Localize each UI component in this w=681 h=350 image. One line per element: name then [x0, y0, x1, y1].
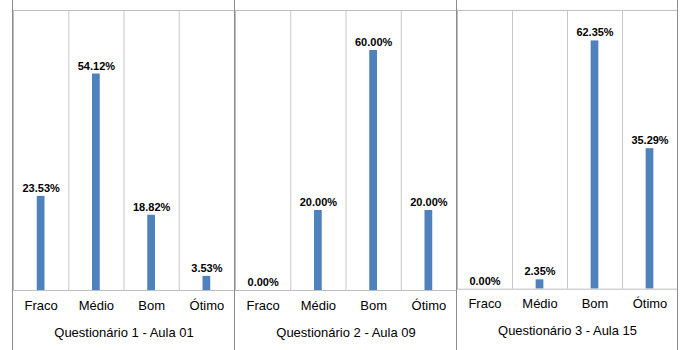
svg-text:Bom: Bom	[138, 298, 165, 313]
svg-text:Médio: Médio	[522, 296, 557, 311]
svg-text:0.00%: 0.00%	[469, 275, 500, 287]
svg-text:18.82%: 18.82%	[133, 201, 171, 213]
svg-text:2.35%: 2.35%	[524, 265, 555, 277]
svg-text:23.53%: 23.53%	[22, 182, 60, 194]
svg-text:Ótimo: Ótimo	[190, 298, 225, 313]
svg-text:Médio: Médio	[301, 298, 336, 313]
svg-text:Bom: Bom	[360, 298, 387, 313]
svg-text:Fraco: Fraco	[468, 296, 501, 311]
svg-text:Médio: Médio	[79, 298, 114, 313]
svg-text:Ótimo: Ótimo	[412, 298, 447, 313]
svg-text:3.53%: 3.53%	[191, 262, 222, 274]
svg-text:Ótimo: Ótimo	[633, 296, 668, 311]
svg-text:0.00%: 0.00%	[248, 276, 279, 288]
svg-text:62.35%: 62.35%	[576, 26, 613, 38]
svg-text:60.00%: 60.00%	[355, 36, 393, 48]
svg-text:Fraco: Fraco	[25, 298, 58, 313]
svg-text:Questionário 2 - Aula 09: Questionário 2 - Aula 09	[276, 325, 415, 340]
svg-text:Questionário 3 - Aula 15: Questionário 3 - Aula 15	[498, 323, 637, 338]
svg-text:35.29%: 35.29%	[631, 134, 668, 146]
svg-text:20.00%: 20.00%	[410, 196, 448, 208]
svg-text:Bom: Bom	[582, 296, 609, 311]
svg-text:Fraco: Fraco	[247, 298, 280, 313]
svg-text:20.00%: 20.00%	[300, 196, 338, 208]
svg-text:54.12%: 54.12%	[78, 60, 116, 72]
svg-text:Questionário 1 - Aula 01: Questionário 1 - Aula 01	[54, 325, 193, 340]
